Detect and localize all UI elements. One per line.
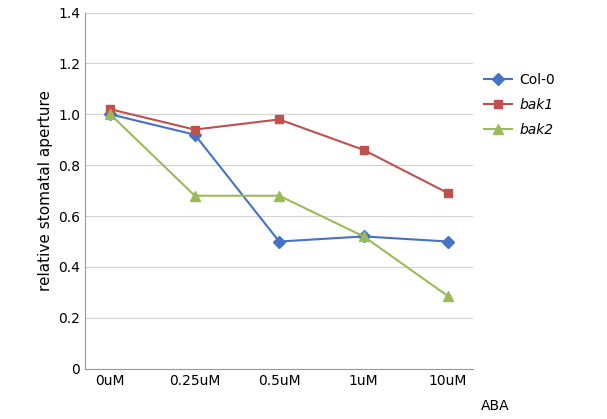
Line: Col-0: Col-0 (106, 110, 452, 246)
bak2 (276, 193, 283, 198)
bak2 (107, 112, 114, 117)
Line: bak2: bak2 (106, 109, 453, 301)
bak1 (444, 191, 452, 196)
Col-0 (107, 112, 114, 117)
Line: bak1: bak1 (106, 105, 452, 197)
bak2 (191, 193, 198, 198)
Col-0 (191, 132, 198, 137)
Col-0 (360, 234, 367, 239)
Y-axis label: relative stomatal aperture: relative stomatal aperture (38, 90, 53, 291)
bak2 (360, 234, 367, 239)
bak1 (360, 147, 367, 153)
bak1 (107, 107, 114, 112)
Col-0 (276, 239, 283, 244)
bak2 (444, 294, 452, 299)
Legend: Col-0, bak1, bak2: Col-0, bak1, bak2 (484, 73, 555, 137)
Col-0 (444, 239, 452, 244)
bak1 (191, 127, 198, 132)
Text: ABA: ABA (480, 399, 509, 413)
bak1 (276, 117, 283, 122)
